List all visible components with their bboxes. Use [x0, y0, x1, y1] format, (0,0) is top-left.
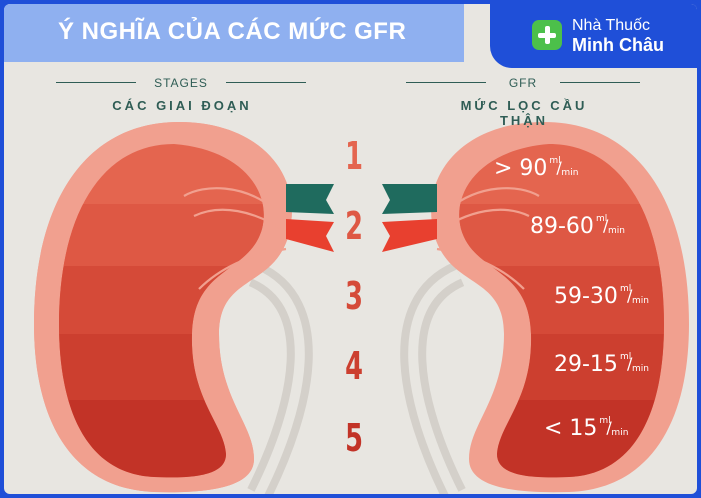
gfr-heading-vi: MỨC LỌC CẦU THẬN: [460, 98, 588, 128]
right-renal-vein: [382, 184, 437, 214]
page-title: Ý NGHĨA CỦA CÁC MỨC GFR: [58, 18, 407, 45]
brand-name-line2: Minh Châu: [572, 35, 664, 55]
gfr-value-stage-4: 29-15 ml / min: [554, 352, 649, 377]
gfr-value-stage-3: 59-30 ml / min: [554, 284, 649, 309]
right-kidney: [431, 122, 689, 493]
left-kidney-calyx-lines: [183, 187, 290, 290]
right-heading-rule: [406, 82, 486, 83]
stage-number-4: 4: [345, 344, 363, 388]
stage-number-3: 3: [345, 274, 363, 318]
stage-number-2: 2: [345, 204, 363, 248]
stages-heading-vi: CÁC GIAI ĐOẠN: [112, 98, 252, 113]
stage-number-5: 5: [345, 416, 363, 460]
kidney-illustration: [34, 122, 689, 494]
left-heading-rule: [226, 82, 306, 83]
left-renal-artery: [286, 219, 334, 252]
stages-heading-en: STAGES: [154, 76, 208, 90]
gfr-heading-en: GFR: [508, 76, 538, 90]
left-kidney: [34, 122, 292, 493]
right-kidney-calyx-lines: [433, 187, 540, 290]
gfr-value-stage-5: < 15 ml / min: [544, 416, 629, 441]
plus-cross-icon: [532, 20, 562, 50]
right-heading-rule: [560, 82, 640, 83]
gfr-value-stage-2: 89-60 ml / min: [530, 214, 625, 239]
left-renal-vein: [286, 184, 334, 214]
right-renal-artery: [382, 219, 437, 252]
stage-number-1: 1: [345, 134, 363, 178]
gfr-value-stage-1: > 90 ml / min: [494, 156, 579, 181]
right-kidney-band: [459, 204, 664, 266]
title-bar: Ý NGHĨA CỦA CÁC MỨC GFR: [4, 4, 464, 62]
brand-name-line1: Nhà Thuốc: [572, 17, 650, 34]
brand-badge[interactable]: Nhà Thuốc Minh Châu: [490, 4, 697, 68]
left-heading-rule: [56, 82, 136, 83]
left-kidney-band: [59, 204, 264, 266]
